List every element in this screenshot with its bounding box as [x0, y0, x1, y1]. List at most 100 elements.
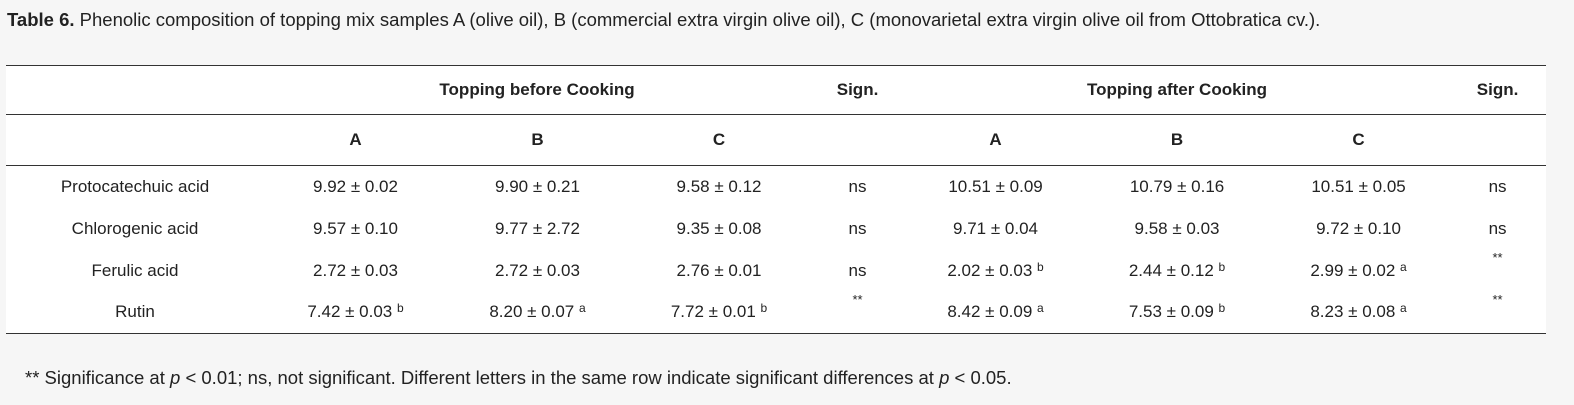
- table-row: Chlorogenic acid 9.57 ± 0.10 9.77 ± 2.72 9.…: [6, 208, 1546, 250]
- significance-letter: a: [1037, 301, 1044, 316]
- value-text: 7.53 ± 0.09: [1128, 302, 1214, 322]
- value-text: 9.71 ± 0.04: [953, 218, 1038, 238]
- value-cell: 7.72 ± 0.01 b: [628, 291, 811, 334]
- compound-name-cell: Rutin: [6, 291, 264, 334]
- header-sample-b-after: B: [1086, 114, 1269, 166]
- header-empty-cell: [810, 114, 906, 166]
- footnote-text-3: < 0.05.: [949, 367, 1012, 388]
- significance-cell: **: [1492, 249, 1503, 265]
- value-text: 2.72 ± 0.03: [495, 260, 580, 280]
- value-text: 10.51 ± 0.05: [1311, 176, 1406, 196]
- header-sample-a-before: A: [264, 114, 447, 166]
- value-text: 9.92 ± 0.02: [313, 176, 398, 196]
- significance-letter: a: [1400, 259, 1407, 274]
- value-text: 8.20 ± 0.07: [489, 302, 575, 322]
- compound-name-cell: Protocatechuic acid: [60, 176, 210, 196]
- value-cell: 9.58 ± 0.03: [1086, 208, 1268, 250]
- header-sample-c-after: C: [1268, 114, 1450, 166]
- header-empty-cell: [6, 114, 264, 166]
- value-text: 9.35 ± 0.08: [676, 218, 762, 238]
- header-empty-cell: [1449, 114, 1547, 166]
- value-text: 9.72 ± 0.10: [1316, 218, 1402, 238]
- value-cell: 9.58 ± 0.12: [628, 166, 810, 208]
- header-row-groups: Topping before Cooking Sign. Topping aft…: [6, 65, 1547, 115]
- value-cell: 8.42 ± 0.09 a: [905, 291, 1087, 334]
- header-topping-before-cooking: Topping before Cooking: [264, 65, 811, 115]
- significance-letter: b: [397, 301, 404, 316]
- header-topping-after-cooking: Topping after Cooking: [905, 65, 1450, 115]
- significance-letter: b: [760, 301, 768, 316]
- value-cell: 10.51 ± 0.05: [1268, 166, 1449, 208]
- value-cell: 8.23 ± 0.08 a: [1268, 291, 1450, 334]
- value-text: 2.76 ± 0.01: [676, 260, 762, 280]
- significance-letter: b: [1218, 259, 1226, 274]
- significance-cell: ns: [848, 218, 867, 238]
- value-text: 2.72 ± 0.03: [313, 260, 398, 280]
- value-text: 10.79 ± 0.16: [1129, 176, 1225, 196]
- significance-cell: **: [1449, 291, 1547, 334]
- footnote-text-1: ** Significance at: [25, 367, 171, 388]
- value-cell: 9.57 ± 0.10: [264, 208, 447, 250]
- header-sample-c-before: C: [628, 114, 811, 166]
- value-cell: 9.72 ± 0.10: [1268, 208, 1449, 250]
- value-cell: 2.72 ± 0.03: [447, 250, 628, 292]
- header-empty-cell: [6, 65, 264, 115]
- significance-letter: a: [579, 301, 586, 316]
- significance-letter: b: [1218, 301, 1226, 316]
- significance-cell: ns: [848, 260, 867, 280]
- value-text: 9.58 ± 0.12: [676, 176, 762, 196]
- value-text: 8.42 ± 0.09: [947, 302, 1033, 322]
- table-caption-text: Phenolic composition of topping mix samp…: [74, 9, 1321, 30]
- value-text: 7.42 ± 0.03: [307, 302, 393, 322]
- value-cell: 9.90 ± 0.21: [447, 166, 628, 208]
- header-sample-a-after: A: [905, 114, 1087, 166]
- table-row: Ferulic acid 2.72 ± 0.03 2.72 ± 0.03 2.76 ±…: [6, 250, 1546, 292]
- significance-cell: ns: [1488, 176, 1507, 196]
- significance-letter: b: [1037, 259, 1044, 274]
- value-text: 2.99 ± 0.02: [1310, 260, 1396, 280]
- footnote-p-symbol-2: p: [939, 367, 950, 388]
- value-cell: 9.35 ± 0.08: [628, 208, 810, 250]
- value-text: 9.58 ± 0.03: [1134, 218, 1220, 238]
- value-text: 2.44 ± 0.12: [1128, 260, 1214, 280]
- significance-cell: ns: [1488, 218, 1507, 238]
- value-cell: 7.42 ± 0.03 b: [264, 291, 447, 334]
- significance-cell: ns: [848, 176, 867, 196]
- value-cell: 2.44 ± 0.12 b: [1086, 250, 1268, 292]
- value-cell: 7.53 ± 0.09 b: [1086, 291, 1269, 334]
- value-cell: 10.79 ± 0.16: [1086, 166, 1268, 208]
- header-row-samples: A B C A B C: [6, 114, 1547, 166]
- compound-name-cell: Ferulic acid: [91, 260, 179, 280]
- value-text: 10.51 ± 0.09: [948, 176, 1043, 196]
- value-cell: 10.51 ± 0.09: [905, 166, 1086, 208]
- footnote-text-2: < 0.01; ns, not significant. Different l…: [180, 367, 940, 388]
- significance-cell: **: [810, 291, 906, 334]
- footnote-p-symbol-1: p: [170, 367, 181, 388]
- value-text: 9.77 ± 2.72: [495, 218, 580, 238]
- value-cell: 2.99 ± 0.02 a: [1268, 250, 1449, 292]
- header-sign-before: Sign.: [810, 65, 906, 115]
- value-text: 2.02 ± 0.03: [947, 260, 1033, 280]
- header-sign-after: Sign.: [1449, 65, 1547, 115]
- value-cell: 2.76 ± 0.01: [628, 250, 810, 292]
- table-footnote: ** Significance at p < 0.01; ns, not sig…: [25, 367, 1012, 389]
- value-cell: 2.72 ± 0.03: [264, 250, 447, 292]
- table-row: Rutin 7.42 ± 0.03 b 8.20 ± 0.07 a 7.72 ± 0.…: [6, 291, 1547, 334]
- value-cell: 8.20 ± 0.07 a: [447, 291, 628, 334]
- value-cell: 2.02 ± 0.03 b: [905, 250, 1086, 292]
- phenolic-composition-table: Topping before Cooking Sign. Topping aft…: [6, 65, 1547, 334]
- table-caption: Table 6. Phenolic composition of topping…: [7, 9, 1320, 31]
- header-sample-b-before: B: [447, 114, 628, 166]
- value-text: 9.57 ± 0.10: [313, 218, 398, 238]
- value-text: 7.72 ± 0.01: [670, 302, 756, 322]
- value-cell: 9.92 ± 0.02: [264, 166, 447, 208]
- value-text: 9.90 ± 0.21: [495, 176, 580, 196]
- table-row: Protocatechuic acid 9.92 ± 0.02 9.90 ± 0.2…: [6, 166, 1546, 208]
- significance-letter: a: [1400, 301, 1407, 316]
- value-cell: 9.71 ± 0.04: [905, 208, 1086, 250]
- compound-name-cell: Chlorogenic acid: [71, 218, 199, 238]
- table-body: Protocatechuic acid 9.92 ± 0.02 9.90 ± 0.2…: [6, 166, 1547, 334]
- value-text: 8.23 ± 0.08: [1310, 302, 1396, 322]
- table-caption-label: Table 6.: [7, 9, 75, 30]
- value-cell: 9.77 ± 2.72: [447, 208, 628, 250]
